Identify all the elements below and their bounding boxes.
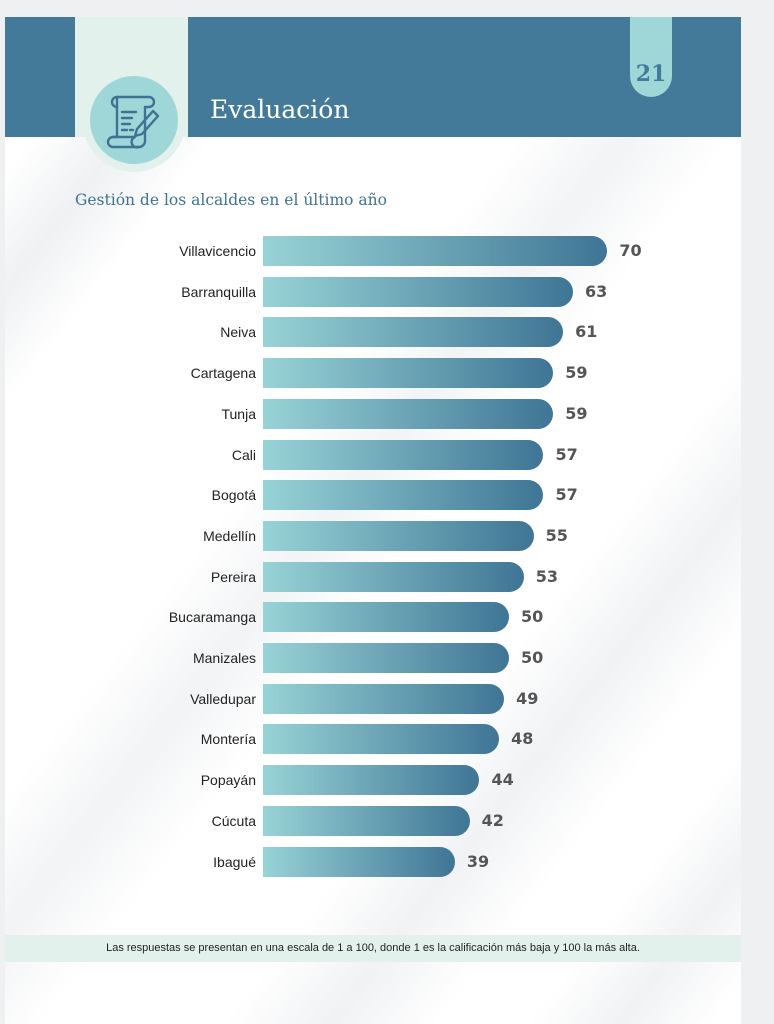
bar-value-label: 61	[575, 322, 598, 342]
bar-chart: Villavicencio 70 Barranquilla 63 Neiva 61 Cart…	[5, 17, 741, 917]
bar-value-label: 70	[619, 241, 642, 260]
bar-row: Valledupar 49	[5, 683, 741, 714]
bar-label: Tunja	[221, 405, 256, 422]
bar	[263, 683, 505, 714]
bar-value-label: 55	[545, 525, 568, 545]
chart-title: Gestión de los alcaldes en el último año	[75, 191, 387, 209]
bar	[263, 765, 480, 796]
bar-value-label: 59	[565, 363, 588, 383]
bar-value-label: 50	[521, 648, 544, 667]
bar	[263, 561, 524, 592]
bar-label: Barranquilla	[181, 283, 256, 300]
bar	[263, 276, 573, 307]
bar	[263, 643, 509, 673]
footnote: Las respuestas se presentan en una escal…	[5, 935, 741, 962]
bar-value-label: 42	[481, 810, 504, 830]
bar-label: Manizales	[192, 650, 256, 666]
bar-row: Bogotá 57	[5, 480, 741, 511]
bar-row: Manizales 50	[5, 643, 741, 673]
bar-row: Popayán 44	[5, 765, 741, 796]
bar-row: Neiva 61	[5, 317, 741, 348]
bar-row: Cúcuta 42	[5, 805, 741, 836]
bar-row: Ibagué 39	[5, 846, 741, 877]
bar-row: Cartagena 59	[5, 358, 741, 389]
bar	[263, 602, 509, 633]
bar-row: Bucaramanga 50	[5, 602, 741, 633]
bar	[263, 805, 470, 836]
bar-label: Bucaramanga	[168, 609, 256, 626]
report-page: Evaluación 21 Gestión de los alcaldes en…	[5, 17, 741, 1024]
bar-label: Montería	[200, 731, 256, 748]
bar	[263, 358, 554, 389]
bar	[263, 398, 554, 429]
bar-label: Popayán	[200, 772, 256, 789]
bar-label: Villavicencio	[179, 243, 256, 259]
bar-value-label: 57	[555, 444, 578, 464]
bar	[263, 317, 564, 348]
bar-row: Tunja 59	[5, 398, 741, 429]
bar-value-label: 63	[584, 281, 608, 301]
bar-label: Pereira	[210, 568, 256, 585]
bar	[263, 480, 544, 511]
document-pen-icon	[106, 95, 160, 149]
bar-value-label: 39	[466, 851, 490, 871]
bar-row: Medellín 55	[5, 520, 741, 551]
bar-row: Pereira 53	[5, 561, 741, 592]
bar-label: Ibagué	[213, 853, 256, 870]
bar	[263, 846, 455, 877]
bar-row: Barranquilla 63	[5, 276, 741, 307]
bar-row: Cali 57	[5, 439, 741, 470]
bar-value-label: 50	[521, 607, 544, 627]
bar-value-label: 49	[516, 688, 539, 708]
bar	[263, 236, 608, 266]
bar	[263, 724, 500, 755]
bar-label: Cúcuta	[211, 812, 256, 829]
bar-label: Medellín	[203, 527, 256, 544]
section-icon-badge	[82, 68, 186, 172]
bar-row: Villavicencio 70	[5, 236, 741, 266]
bar-label: Cali	[231, 446, 256, 463]
bar-label: Valledupar	[190, 690, 256, 707]
bar-row: Montería 48	[5, 724, 741, 755]
bar-label: Neiva	[220, 324, 256, 341]
bar-value-label: 53	[535, 566, 559, 586]
bar-label: Cartagena	[190, 365, 256, 382]
bar-value-label: 44	[491, 770, 514, 790]
section-title: Evaluación	[210, 95, 350, 124]
bar	[263, 439, 544, 470]
bar-value-label: 57	[555, 485, 578, 505]
bar-value-label: 48	[511, 729, 534, 749]
page-number-tab: 21	[630, 17, 672, 97]
bar-value-label: 59	[565, 403, 588, 423]
page-number: 21	[635, 61, 667, 87]
bar	[263, 520, 534, 551]
bar-label: Bogotá	[211, 487, 256, 504]
